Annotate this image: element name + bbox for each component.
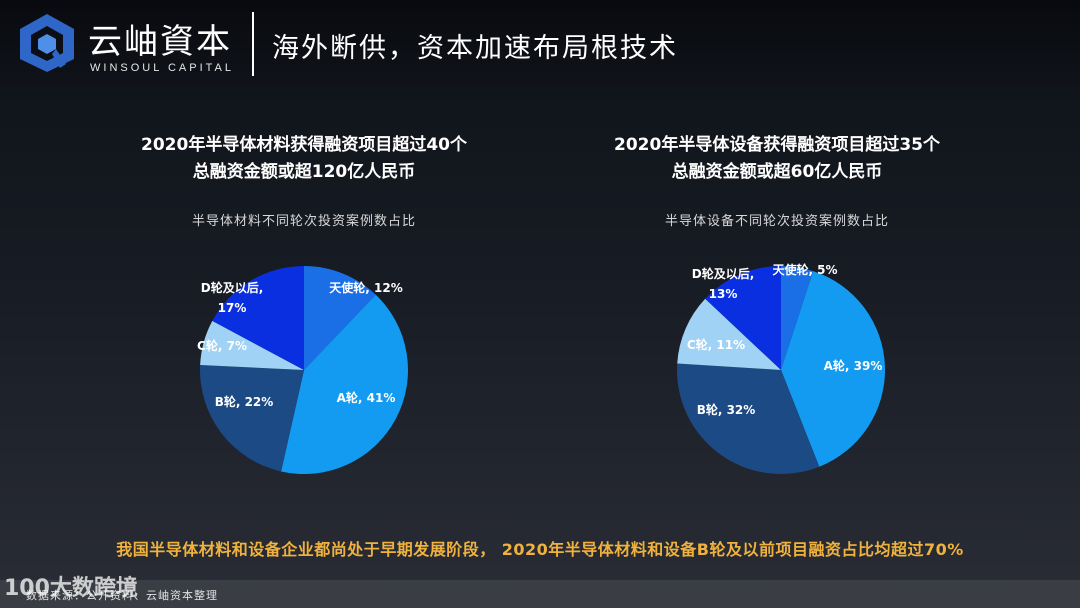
footer-source: 数据来源：公开资料、云岫资本整理 (26, 589, 218, 602)
pie-chart-materials: 天使轮, 12% A轮, 41% B轮, 22% C轮, 7% D轮及以后, 17% (197, 266, 409, 474)
slice-angel (304, 266, 376, 370)
page-title: 海外断供，资本加速布局根技术 (272, 33, 678, 64)
slice-angel (781, 266, 814, 370)
conclusion-text: 我国半导体材料和设备企业都尚处于早期发展阶段， 2020年半导体材料和设备B轮及… (116, 540, 964, 559)
slice-round-d-plus (212, 266, 304, 370)
chart-title-line2: 总融资金额或超60亿人民币 (671, 162, 883, 182)
chart-subtitle-materials: 半导体材料不同轮次投资案例数占比 (191, 214, 416, 229)
slice-round-d-plus (705, 266, 781, 370)
slice-round-a-label: A轮, 39% (824, 358, 883, 373)
slice-round-a-label: A轮, 41% (337, 390, 396, 405)
chart-title-line1: 2020年半导体设备获得融资项目超过35个 (614, 135, 940, 155)
slice-round-b (677, 363, 820, 474)
slice-round-b (200, 365, 304, 472)
slice-round-c-label: C轮, 11% (687, 337, 745, 352)
slice-round-b-label: B轮, 32% (697, 402, 756, 417)
slice-round-d-plus-label: D轮及以后, 13% (692, 266, 755, 301)
header-divider (252, 12, 254, 76)
chart-title-materials: 2020年半导体材料获得融资项目超过40个 总融资金额或超120亿人民币 (64, 132, 544, 186)
slice-angel-label: 天使轮, 5% (772, 262, 837, 277)
winsoul-logo-icon (20, 14, 74, 72)
chart-title-line1: 2020年半导体材料获得融资项目超过40个 (141, 135, 467, 155)
watermark-logo: 100大数跨境 (4, 576, 138, 601)
pie-chart-equipment: 天使轮, 5% A轮, 39% B轮, 32% C轮, 11% D轮及以后, 13% (677, 262, 886, 474)
header-bar: 云岫資本 WINSOUL CAPITAL 海外断供，资本加速布局根技术 (0, 0, 1080, 88)
logo-english-name: WINSOUL CAPITAL (90, 62, 235, 74)
slice-angel-label: 天使轮, 12% (329, 280, 402, 295)
chart-title-equipment: 2020年半导体设备获得融资项目超过35个 总融资金额或超60亿人民币 (537, 132, 1017, 186)
chart-subtitle-equipment: 半导体设备不同轮次投资案例数占比 (664, 214, 889, 229)
slice-round-a (781, 271, 886, 467)
chart-title-line2: 总融资金额或超120亿人民币 (192, 162, 416, 182)
logo-chinese-name: 云岫資本 (88, 22, 232, 62)
slice-round-d-plus-label: D轮及以后, 17% (201, 280, 264, 315)
slice-round-b-label: B轮, 22% (215, 394, 274, 409)
footer-bar (0, 580, 1080, 608)
slice-round-a (281, 294, 409, 474)
slice-round-c (200, 320, 304, 370)
slice-round-c-label: C轮, 7% (197, 338, 247, 353)
slice-round-c (677, 298, 781, 370)
